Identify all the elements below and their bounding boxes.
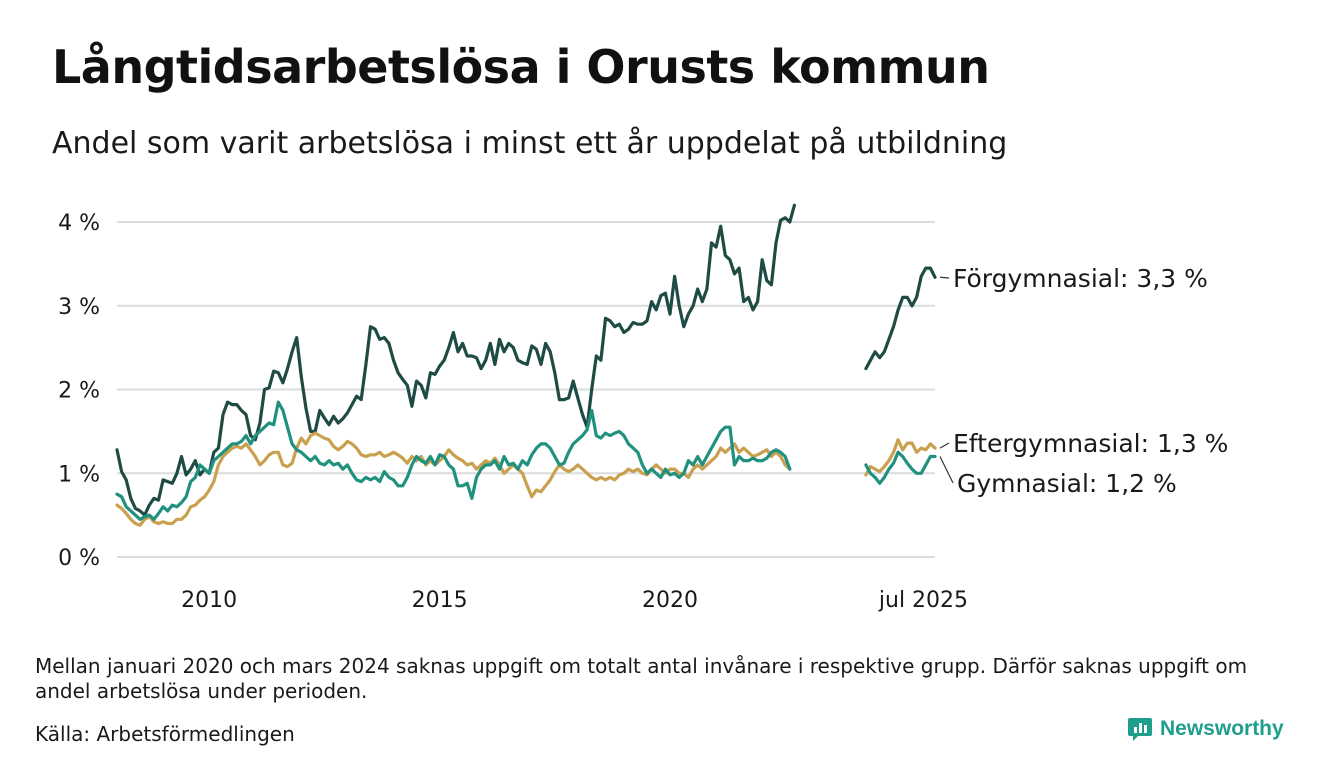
y-tick-label: 4 % — [58, 211, 100, 236]
x-tick-label: 2020 — [642, 588, 698, 613]
brand-name: Newsworthy — [1160, 717, 1284, 740]
chart-subtitle: Andel som varit arbetslösa i minst ett å… — [52, 126, 1008, 161]
label-leader-line — [939, 442, 950, 449]
chart-title: Långtidsarbetslösa i Orusts kommun — [52, 40, 990, 94]
brand-logo[interactable]: Newsworthy — [1128, 716, 1284, 742]
x-tick-label: 2010 — [181, 588, 237, 613]
series-line — [115, 203, 796, 517]
source-text: Källa: Arbetsförmedlingen — [35, 722, 295, 746]
series-line — [115, 431, 792, 527]
x-tick-label: 2015 — [412, 588, 468, 613]
series-end-label: Gymnasial: 1,2 % — [957, 469, 1177, 498]
line-chart: 0 % 1 % 2 % 3 % 4 % 2010 2015 2020 jul 2025 Förgy… — [58, 203, 1228, 613]
series-line — [864, 438, 937, 477]
footnote: Mellan januari 2020 och mars 2024 saknas… — [35, 654, 1248, 703]
series-line — [864, 266, 937, 371]
series-end-label: Förgymnasial: 3,3 % — [953, 264, 1208, 293]
series-line — [115, 400, 792, 521]
label-leader-line — [939, 276, 950, 279]
x-tick-label: jul 2025 — [878, 588, 968, 613]
y-tick-label: 2 % — [58, 379, 100, 404]
series-end-label: Eftergymnasial: 1,3 % — [953, 429, 1228, 458]
y-tick-label: 1 % — [58, 462, 100, 487]
y-tick-label: 3 % — [58, 295, 100, 320]
newsworthy-logo-icon — [1128, 718, 1152, 741]
series-line — [864, 450, 937, 485]
label-leader-line — [939, 456, 954, 484]
y-tick-label: 0 % — [58, 546, 100, 571]
